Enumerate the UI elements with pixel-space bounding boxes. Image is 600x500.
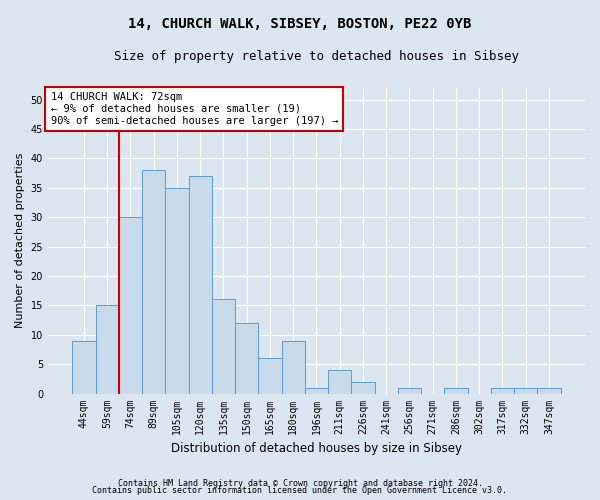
Y-axis label: Number of detached properties: Number of detached properties <box>15 153 25 328</box>
Bar <box>259 358 281 394</box>
Bar <box>166 188 188 394</box>
Bar <box>281 340 305 394</box>
Title: Size of property relative to detached houses in Sibsey: Size of property relative to detached ho… <box>114 50 519 63</box>
Bar <box>445 388 467 394</box>
Bar <box>352 382 374 394</box>
Bar <box>212 300 235 394</box>
Bar <box>73 340 95 394</box>
Bar <box>188 176 212 394</box>
Text: Contains public sector information licensed under the Open Government Licence v3: Contains public sector information licen… <box>92 486 508 495</box>
Bar <box>491 388 514 394</box>
Bar <box>398 388 421 394</box>
X-axis label: Distribution of detached houses by size in Sibsey: Distribution of detached houses by size … <box>171 442 462 455</box>
Bar <box>538 388 560 394</box>
Bar <box>142 170 166 394</box>
Bar <box>95 306 119 394</box>
Bar <box>514 388 538 394</box>
Text: 14 CHURCH WALK: 72sqm
← 9% of detached houses are smaller (19)
90% of semi-detac: 14 CHURCH WALK: 72sqm ← 9% of detached h… <box>50 92 338 126</box>
Bar <box>235 323 259 394</box>
Text: 14, CHURCH WALK, SIBSEY, BOSTON, PE22 0YB: 14, CHURCH WALK, SIBSEY, BOSTON, PE22 0Y… <box>128 18 472 32</box>
Text: Contains HM Land Registry data © Crown copyright and database right 2024.: Contains HM Land Registry data © Crown c… <box>118 478 482 488</box>
Bar <box>328 370 352 394</box>
Bar <box>305 388 328 394</box>
Bar <box>119 217 142 394</box>
